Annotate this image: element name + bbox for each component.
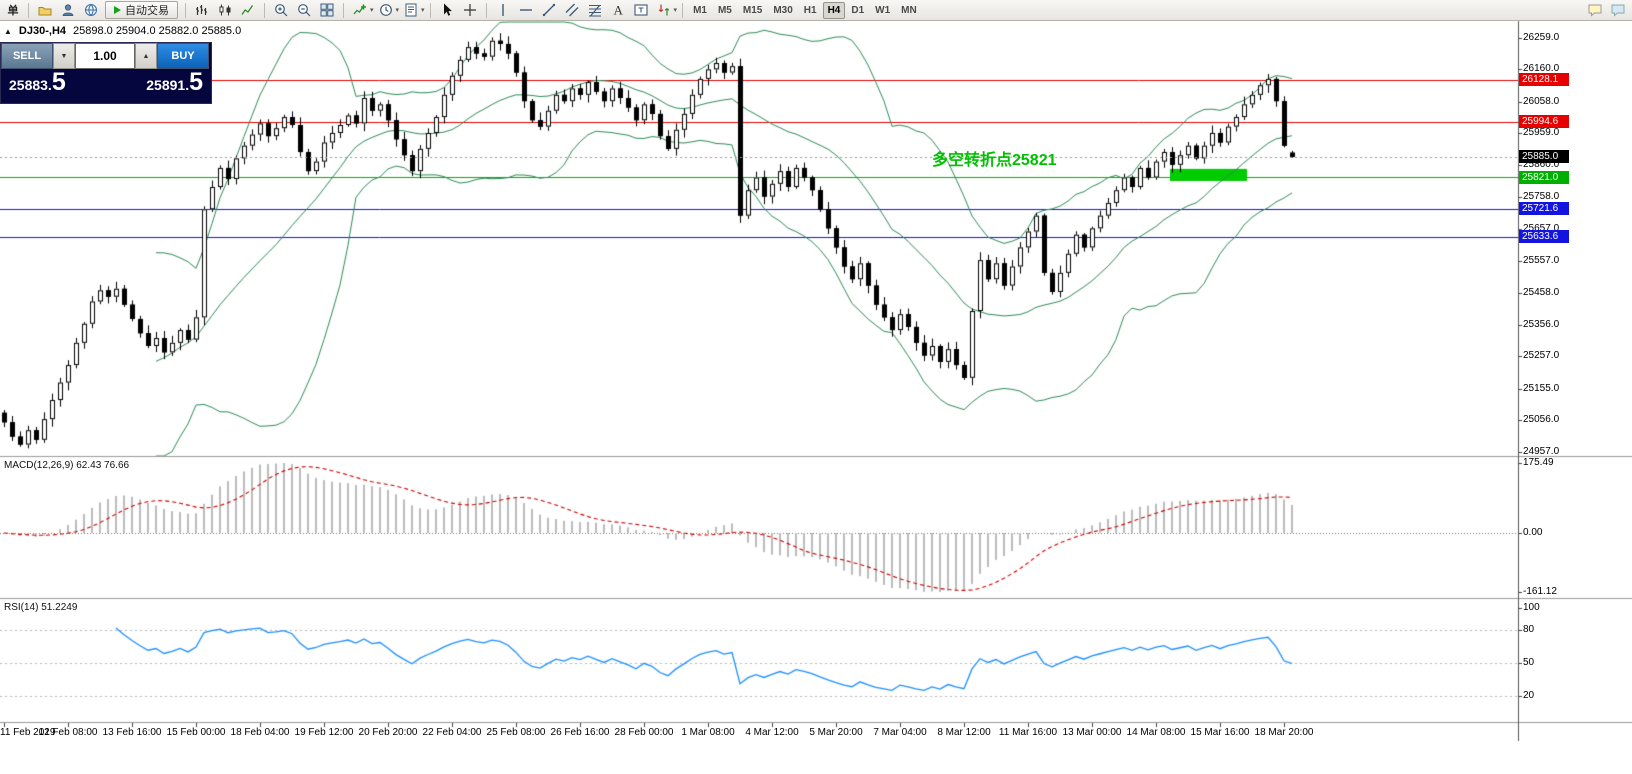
one-click-prices: 25883.5 25891.5 [1,69,211,95]
timeframe-button-h4[interactable]: H4 [822,1,846,19]
arrows-icon [658,4,669,16]
timeframe-button-w1[interactable]: W1 [870,2,895,19]
trendline-button[interactable] [538,1,560,19]
chart-title: ▲ DJ30-,H4 25898.0 25904.0 25882.0 25885… [4,25,241,37]
fibonacci-icon [588,5,601,17]
buy-button[interactable]: BUY [157,43,209,69]
crosshair-button[interactable] [459,1,481,19]
toolbar: 单 自动交易 ▾ ▾ ▾ [0,0,1632,21]
timeframe-button-d1[interactable]: D1 [846,2,869,19]
dropdown-caret-icon[interactable]: ▾ [370,7,374,14]
toolbar-separator [682,2,684,18]
zoom-out-icon [298,4,311,17]
templates-button[interactable] [400,1,422,19]
zoom-out-button[interactable] [293,1,315,19]
text-icon: A [613,3,623,18]
autotrading-button[interactable]: 自动交易 [105,1,178,19]
buy-price: 25891.5 [146,68,203,96]
bar-chart-icon [196,5,207,15]
line-chart-icon [241,5,254,15]
timeframe-button-mn[interactable]: MN [896,2,922,19]
dropdown-caret-icon[interactable]: ▾ [395,7,400,14]
globe-icon [85,3,97,17]
toolbar-separator [429,2,431,18]
sell-button[interactable]: SELL [1,43,53,69]
toolbar-separator [28,2,29,18]
svg-text:A: A [613,3,623,18]
toolbar-separator [485,2,487,18]
dropdown-caret-icon[interactable]: ▾ [673,7,678,14]
autotrading-label: 自动交易 [125,5,169,17]
bar-chart-button[interactable] [191,1,213,19]
indicators-button[interactable] [349,1,371,19]
arrows-button[interactable] [653,1,675,19]
chevron-down-icon: ▼ [60,52,68,60]
one-click-trading-panel: SELL ▼ ▲ BUY 25883.5 25891.5 [0,42,212,104]
volume-down-button[interactable]: ▼ [53,43,75,69]
horizontal-line-button[interactable] [515,1,537,19]
rsi-label: RSI(14) 51.2249 [4,602,78,613]
trendline-icon [542,3,555,17]
timeframe-button-m15[interactable]: M15 [738,2,767,19]
cursor-button[interactable] [436,1,458,19]
periods-button[interactable] [375,1,397,19]
new-order-button[interactable]: 单 [3,1,23,19]
line-chart-button[interactable] [237,1,259,19]
one-click-controls: SELL ▼ ▲ BUY [1,43,211,69]
timeframe-group: M1 M5 M15 M30 H1 H4 D1 W1 MN [688,1,922,19]
news-button[interactable] [1584,1,1606,19]
dropdown-caret-icon[interactable]: ▾ [421,7,425,14]
toolbar-separator [264,2,265,18]
candlestick-chart-icon [219,4,231,16]
tile-windows-button[interactable] [316,1,338,19]
fibonacci-button[interactable] [584,1,606,19]
label-button[interactable] [630,1,652,19]
indicators-icon [353,4,366,15]
zoom-in-icon [275,4,288,17]
channel-icon [565,3,579,17]
cursor-icon [443,3,452,16]
timeframe-button-h1[interactable]: H1 [799,2,822,19]
tile-windows-icon [320,3,334,17]
vertical-line-icon [501,4,504,16]
macd-label: MACD(12,26,9) 62.43 76.66 [4,460,130,471]
toolbar-separator [185,2,186,18]
timeframe-button-m1[interactable]: M1 [688,2,712,19]
clock-icon [379,4,392,16]
zoom-in-button[interactable] [270,1,292,19]
folder-button[interactable] [34,1,56,19]
chat-button[interactable] [1607,1,1629,19]
chart-ohlc: 25898.0 25904.0 25882.0 25885.0 [73,25,242,37]
template-icon [405,3,417,17]
folder-icon [38,7,52,16]
user-button[interactable] [57,1,79,19]
timeframe-button-m5[interactable]: M5 [713,2,737,19]
text-button[interactable]: A [607,1,629,19]
chat-bubble-icon [1588,4,1602,17]
volume-input[interactable] [75,43,135,69]
volume-up-button[interactable]: ▲ [135,43,157,69]
chart-annotation: 多空转折点25821 [932,152,1057,169]
chat-bubble-icon [1611,4,1625,17]
timeframe-button-m30[interactable]: M30 [768,2,797,19]
label-icon [633,4,648,16]
channel-button[interactable] [561,1,583,19]
globe-button[interactable] [80,1,102,19]
crosshair-icon [463,4,476,16]
one-click-toggle-icon[interactable]: ▲ [4,27,12,36]
chevron-up-icon: ▲ [142,52,150,60]
sell-price: 25883.5 [9,68,66,96]
play-icon [114,6,121,14]
vertical-line-button[interactable] [492,1,514,19]
toolbar-separator [343,2,344,18]
chart-symbol-period: DJ30-,H4 [18,25,66,37]
user-icon [62,4,74,16]
candlestick-chart-button[interactable] [214,1,236,19]
horizontal-line-icon [519,9,532,11]
